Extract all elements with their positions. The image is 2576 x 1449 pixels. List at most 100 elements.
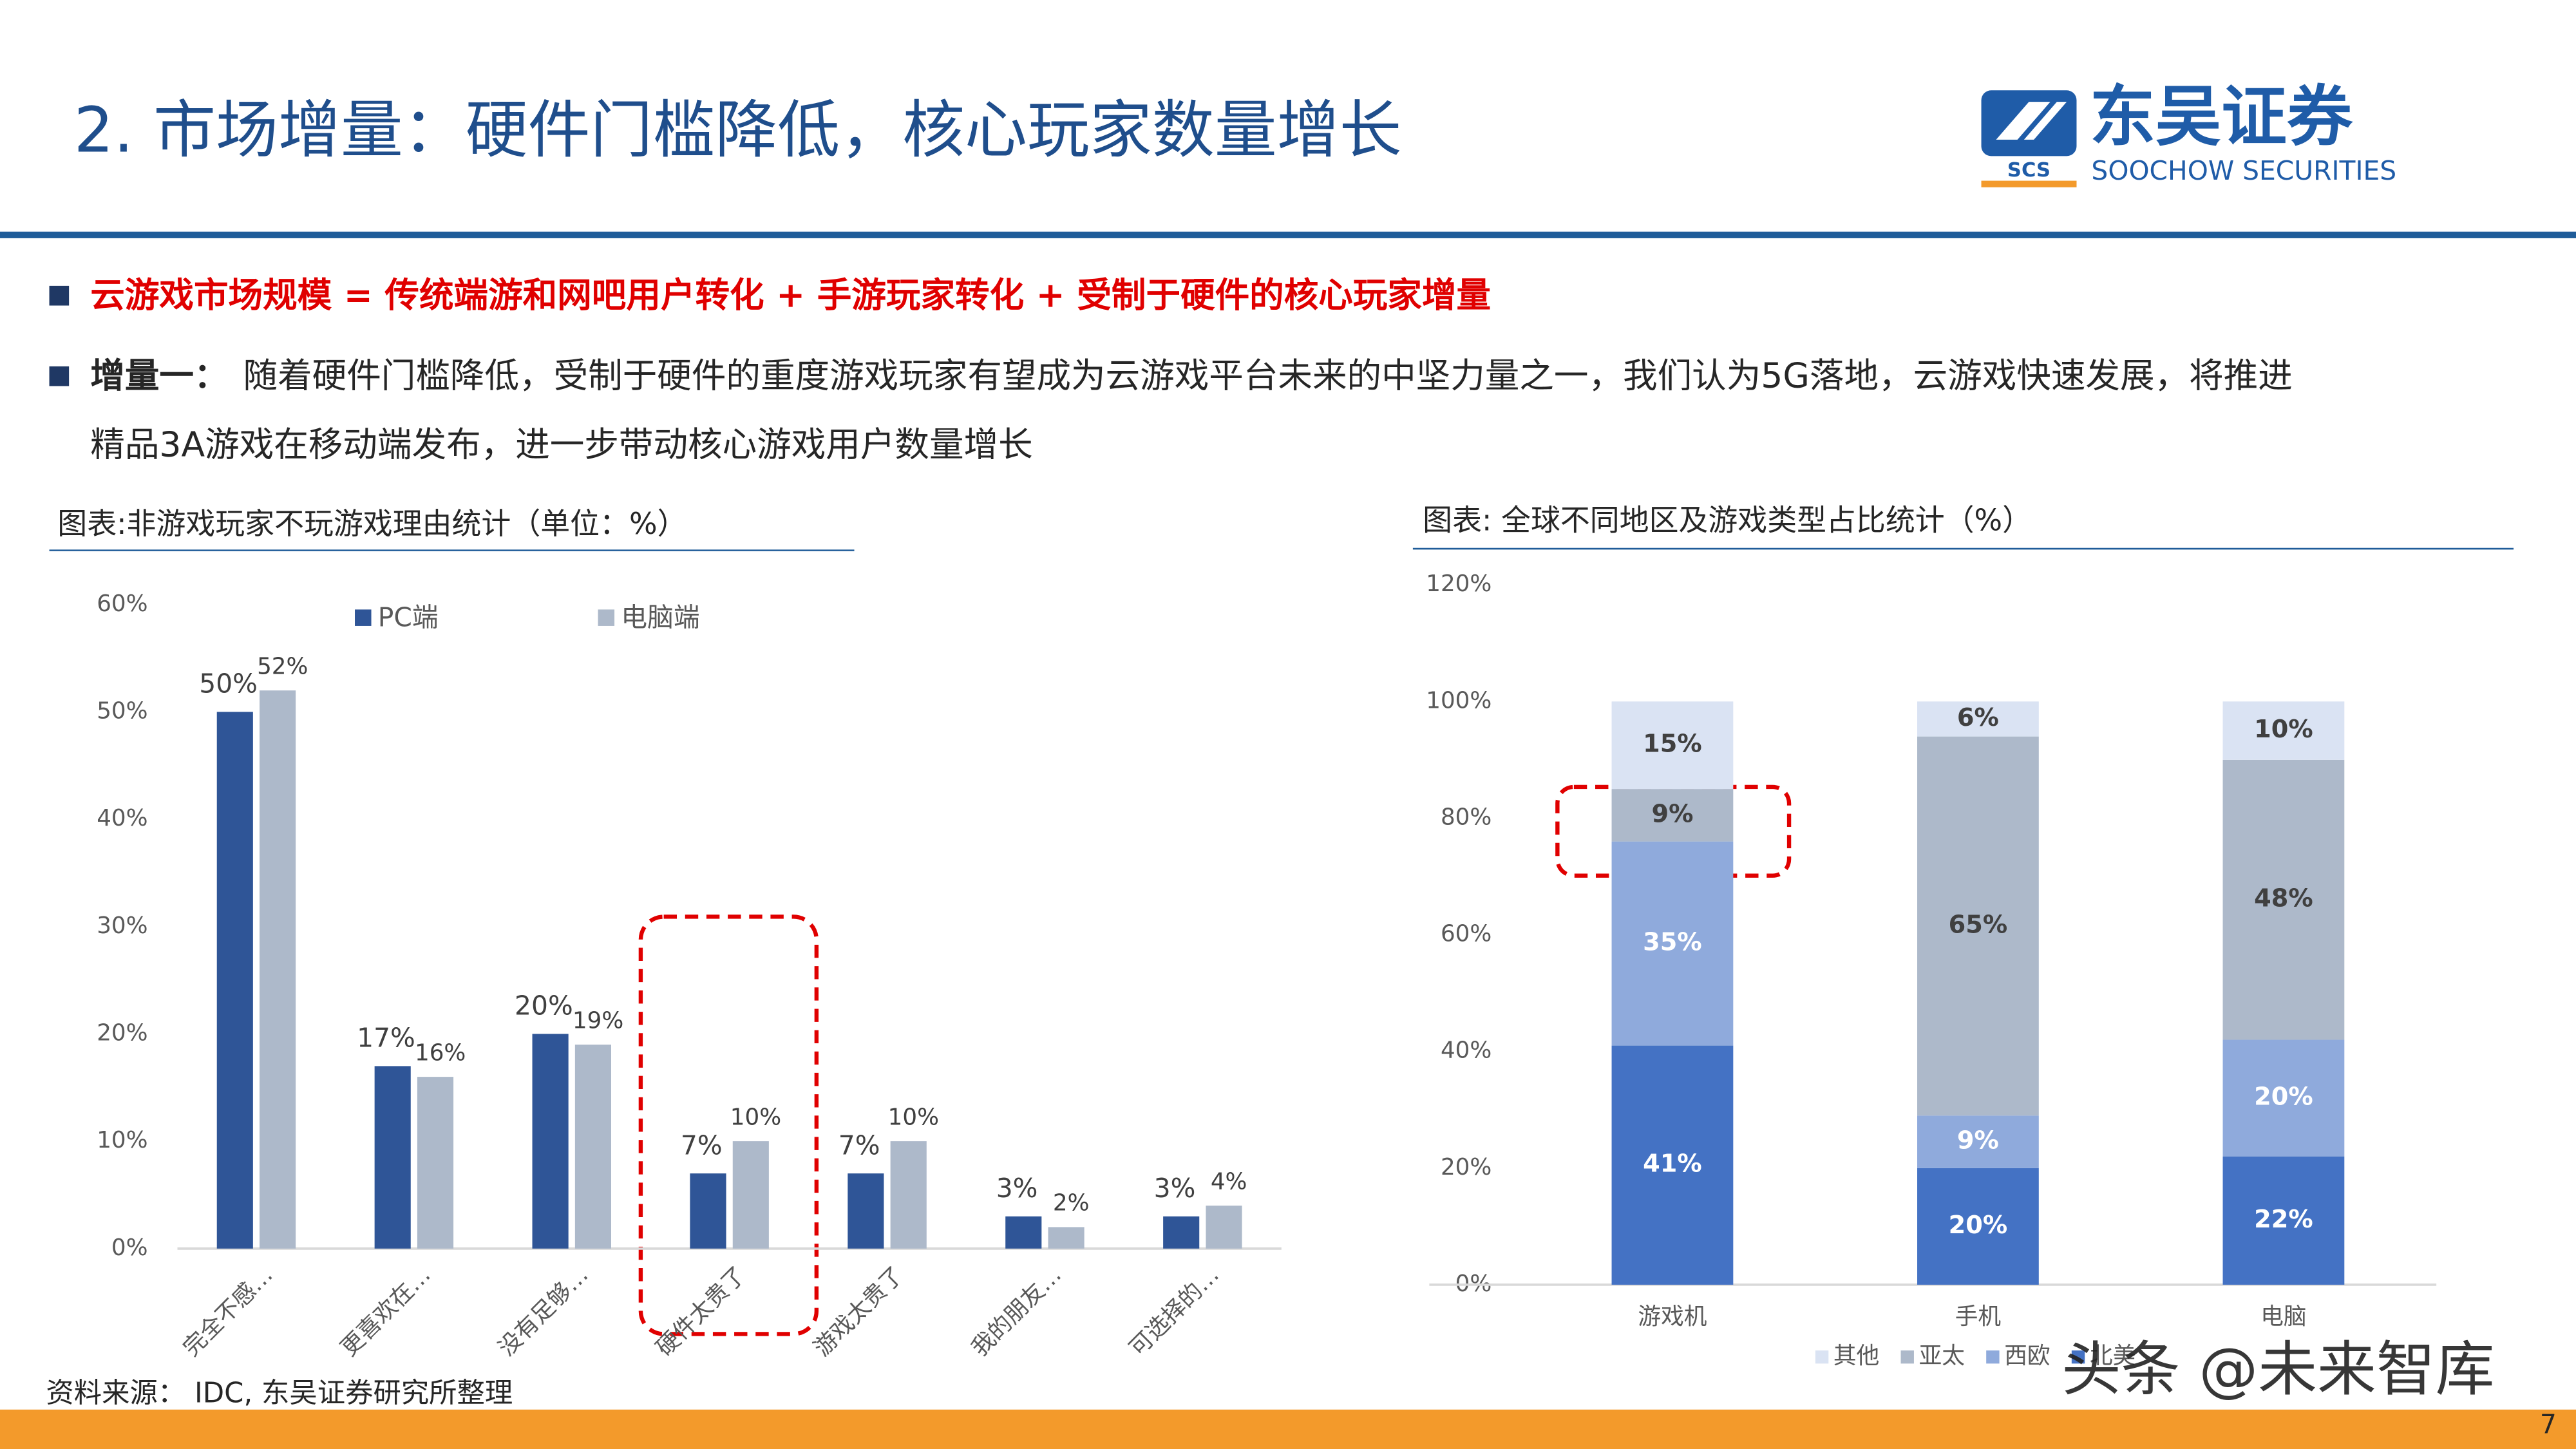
y-tick-label: 50%: [97, 697, 147, 724]
source-note: 资料来源： IDC, 东吴证券研究所整理: [46, 1377, 513, 1409]
bar: [417, 1077, 454, 1249]
logo-bar: [1981, 180, 2077, 187]
legend-swatch: [1900, 1350, 1914, 1364]
legend-label: PC端: [378, 602, 439, 633]
x-tick-label: 手机: [1955, 1303, 2001, 1330]
data-label: 3%: [996, 1173, 1038, 1204]
data-label: 4%: [1211, 1168, 1247, 1195]
y-tick-label: 10%: [97, 1127, 147, 1153]
x-tick-label: 完全不感…: [178, 1262, 278, 1361]
y-tick-label: 120%: [1426, 571, 1492, 597]
bar-segment: [1917, 736, 2039, 1116]
logo-icon-mark: [1996, 102, 2067, 140]
legend-swatch: [355, 609, 372, 626]
bar-segment: [1611, 1045, 1734, 1285]
bullet-icon: [49, 366, 70, 386]
x-tick-label: 游戏机: [1638, 1303, 1707, 1330]
data-label: 50%: [199, 668, 258, 699]
legend-label: 其他: [1833, 1343, 1879, 1369]
legend-swatch: [2071, 1350, 2085, 1364]
y-tick-label: 40%: [1441, 1037, 1492, 1064]
bar: [532, 1034, 569, 1249]
bar: [1206, 1206, 1242, 1249]
y-tick-label: 30%: [97, 913, 147, 939]
data-label: 20%: [515, 990, 573, 1021]
bar: [216, 712, 253, 1249]
bar: [374, 1066, 411, 1249]
slide-title: 2. 市场增量：硬件门槛降低，核心玩家数量增长: [74, 94, 1402, 167]
y-tick-label: 0%: [111, 1235, 148, 1261]
watermark: 头条 @未来智库: [2062, 1335, 2495, 1404]
x-tick-label: 可选择的…: [1124, 1262, 1224, 1361]
bar-segment: [1611, 789, 1734, 842]
y-tick-label: 20%: [1441, 1154, 1492, 1180]
bar: [1005, 1216, 1042, 1249]
logo-subtitle: SOOCHOW SECURITIES: [2091, 155, 2396, 186]
bar: [1048, 1227, 1084, 1249]
data-label: 35%: [1643, 928, 1702, 957]
x-tick-label: 我的朋友…: [967, 1262, 1066, 1361]
data-label: 22%: [2254, 1205, 2313, 1234]
bar-segment: [1917, 701, 2039, 737]
y-tick-label: 40%: [97, 805, 147, 831]
x-tick-label: 没有足够…: [493, 1262, 593, 1361]
bullet-text: 随着硬件门槛降低，受制于硬件的重度游戏玩家有望成为云游戏平台未来的中坚力量之一，…: [243, 355, 2293, 395]
data-label: 48%: [2254, 884, 2313, 913]
logo: SCS 东吴证券 SOOCHOW SECURITIES: [1981, 79, 2396, 187]
charts: 0%10%20%30%40%50%60%完全不感…50%52%更喜欢在…17% 1…: [97, 571, 2437, 1369]
y-tick-label: 80%: [1441, 804, 1492, 830]
legend-label: 北美: [2090, 1343, 2136, 1369]
y-tick-label: 60%: [97, 591, 147, 617]
highlight-box: [638, 914, 819, 1336]
data-label: 20%: [1949, 1211, 2008, 1240]
data-label: 10%: [888, 1104, 939, 1130]
x-tick-label: 电脑: [2260, 1303, 2306, 1330]
logo-name: 东吴证券: [2090, 79, 2353, 156]
data-label: 10%: [730, 1104, 781, 1130]
bar: [890, 1141, 927, 1249]
bullet-text: 云游戏市场规模 = 传统端游和网吧用户转化 + 手游玩家转化 + 受制于硬件的核…: [90, 274, 1491, 315]
bar: [848, 1173, 884, 1249]
y-tick-label: 100%: [1426, 687, 1492, 714]
bar: [260, 690, 296, 1249]
bullet-label: 增量一：: [90, 355, 228, 395]
header-rule: [0, 231, 2576, 238]
y-tick-label: 60%: [1441, 921, 1492, 947]
legend-label: 西欧: [2004, 1343, 2050, 1369]
data-label: 2%: [1053, 1190, 1090, 1217]
data-label: 7%: [681, 1130, 723, 1160]
legend-swatch: [1986, 1350, 2000, 1364]
data-label: 20%: [2254, 1083, 2313, 1112]
x-tick-label: 硬件太贵了: [651, 1262, 751, 1361]
data-label: 9%: [1651, 799, 1693, 828]
data-label: 41%: [1643, 1150, 1702, 1179]
data-label: 3%: [1154, 1173, 1196, 1204]
chart-title: 图表: 全球不同地区及游戏类型占比统计（%）: [1423, 503, 2032, 538]
bullet-icon: [49, 285, 70, 306]
data-label: 10%: [2254, 715, 2313, 744]
bar-segment: [1917, 1115, 2039, 1168]
bar-segment: [2222, 701, 2345, 760]
data-label: 52%: [257, 653, 308, 679]
bar: [690, 1173, 726, 1249]
data-label: 9%: [1957, 1126, 1999, 1155]
bar: [574, 1045, 611, 1249]
bar-segment: [2222, 1039, 2345, 1157]
highlight-box: [1555, 784, 1792, 878]
bar: [1163, 1216, 1200, 1249]
legend-swatch: [1815, 1350, 1829, 1364]
bar-segment: [2222, 1156, 2345, 1285]
data-label: 65%: [1949, 910, 2008, 939]
bullet-text: 精品3A游戏在移动端发布，进一步带动核心游戏用户数量增长: [90, 424, 1032, 465]
x-tick-label: 更喜欢在…: [336, 1262, 435, 1361]
data-label: 17%: [357, 1023, 415, 1054]
chart-title: 图表:非游戏玩家不玩游戏理由统计（单位：%）: [57, 506, 687, 541]
page-number: 7: [2540, 1408, 2557, 1439]
data-label: 15%: [1643, 730, 1702, 759]
data-label: 7%: [838, 1130, 880, 1160]
bar-segment: [1611, 841, 1734, 1046]
y-tick-label: 20%: [97, 1019, 147, 1046]
data-label: 16%: [415, 1039, 466, 1066]
